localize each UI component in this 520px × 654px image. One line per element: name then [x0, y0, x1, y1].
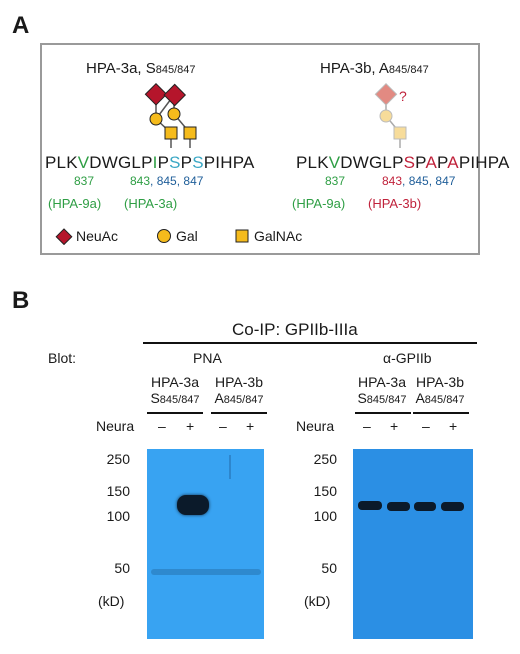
neuac-residue [163, 83, 187, 107]
glycan-schematic-box [40, 43, 480, 255]
allele-underline [413, 412, 469, 414]
mw-250-right: 250 [313, 451, 337, 467]
panel-a-label: A [12, 12, 30, 39]
neuac-legend-icon [55, 228, 73, 245]
neuac-residue [144, 82, 168, 106]
pna-blot-image [147, 449, 264, 639]
allele-hpa3b-left: HPA-3b A845/847 [214, 374, 264, 406]
variant-hpa3b: (HPA-3b) [368, 196, 422, 211]
allele-hpa3a-right: HPA-3a S845/847 [357, 374, 407, 406]
gpiib-blot-image [353, 449, 473, 639]
gpiib-band-2 [387, 502, 410, 511]
hpa3b-header: HPA-3b, A845/847 [320, 60, 429, 77]
allele-underline [355, 412, 411, 414]
mw-50-right: 50 [321, 560, 337, 576]
mw-100-right: 100 [313, 508, 337, 524]
anti-gpiib-label: α-GPIIb [383, 350, 432, 366]
gpiib-band-3 [414, 502, 436, 511]
mw-100-left: 100 [106, 508, 130, 524]
hpa3b-sequence: PLKVDWGLPSPAPAPIHPA [296, 153, 510, 172]
gal-residue [167, 107, 181, 121]
legend-galnac: GalNAc [254, 228, 303, 244]
mw-50-left: 50 [114, 560, 130, 576]
hpa3b-glycan [374, 82, 407, 148]
unit-right: (kD) [304, 593, 331, 609]
gpiib-band-1 [358, 501, 382, 510]
mw-150-left: 150 [106, 483, 130, 499]
neura-plus: + [246, 418, 255, 434]
variant-hpa3a: (HPA-3a) [124, 196, 178, 211]
neura-minus: – [219, 418, 227, 434]
question-mark: ? [399, 88, 407, 104]
gal-residue-uncertain [379, 109, 393, 123]
neura-label-left: Neura [96, 418, 135, 434]
hpa3a-header: HPA-3a, S845/847 [86, 60, 196, 77]
residue-837-b: 837 [325, 174, 346, 188]
neura-label-right: Neura [296, 418, 335, 434]
allele-hpa3a-left: HPA-3a S845/847 [150, 374, 200, 406]
neura-plus: + [186, 418, 195, 434]
hpa3a-glycans [144, 82, 197, 148]
galnac-legend-icon [235, 229, 249, 243]
coip-title: Co-IP: GPIIb-IIIa [232, 320, 358, 339]
gpiib-band-4 [441, 502, 464, 511]
allele-underline [147, 412, 203, 414]
mw-250-left: 250 [106, 451, 130, 467]
pna-strong-band [177, 495, 209, 515]
hpa3a-sequence: PLKVDWGLPIPSPSPIHPA [45, 153, 255, 172]
neura-plus: + [390, 418, 399, 434]
galnac-residue [183, 126, 197, 140]
residue-numbers-hpa3b: 843, 845, 847 [382, 174, 456, 188]
gal-legend-icon [157, 229, 171, 243]
blot-label: Blot: [48, 350, 77, 366]
neura-plus: + [449, 418, 458, 434]
variant-hpa9a-left: (HPA-9a) [48, 196, 102, 211]
legend-gal: Gal [176, 228, 198, 244]
gal-residue [149, 112, 163, 126]
gel-artifact [229, 455, 231, 479]
galnac-residue-uncertain [393, 126, 407, 140]
variant-hpa9a-right: (HPA-9a) [292, 196, 346, 211]
residue-numbers-hpa3a: 843, 845, 847 [130, 174, 204, 188]
coip-underline [143, 342, 477, 344]
panel-b-label: B [12, 287, 30, 314]
neuac-residue-uncertain [374, 82, 398, 106]
allele-underline [211, 412, 267, 414]
neura-minus: – [363, 418, 371, 434]
residue-837: 837 [74, 174, 95, 188]
pna-label: PNA [193, 350, 222, 366]
neura-minus: – [422, 418, 430, 434]
allele-hpa3b-right: HPA-3b A845/847 [415, 374, 465, 406]
mw-150-right: 150 [313, 483, 337, 499]
legend-neuac: NeuAc [76, 228, 119, 244]
neura-minus: – [158, 418, 166, 434]
unit-left: (kD) [98, 593, 125, 609]
pna-faint-bands [151, 569, 261, 575]
galnac-residue [164, 126, 178, 140]
